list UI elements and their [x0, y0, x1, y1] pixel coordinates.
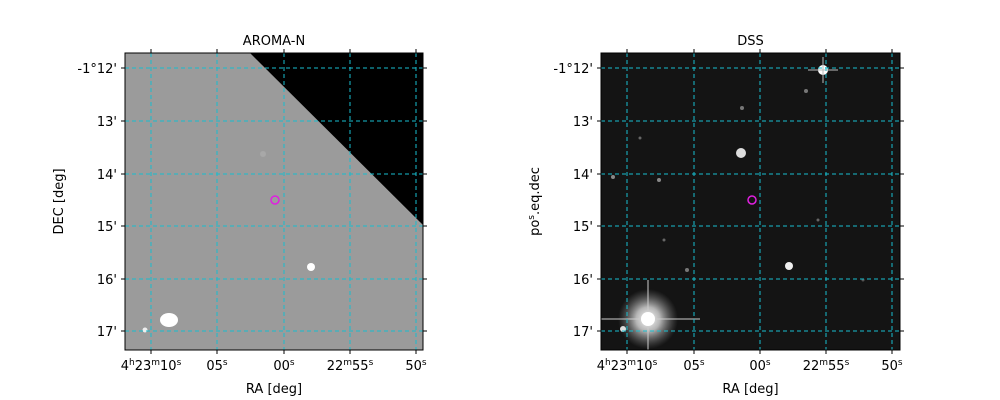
y-tick-label: 17'	[97, 325, 117, 340]
y-tick-label: 15'	[97, 220, 117, 235]
x-axis-label: RA [deg]	[722, 382, 778, 397]
target-marker	[747, 195, 757, 205]
y-tick-label: 15'	[573, 220, 593, 235]
y-tick-label: 14'	[97, 168, 117, 183]
x-axis-label: RA [deg]	[246, 382, 302, 397]
x-tick-label: 00s	[749, 358, 771, 374]
panel-title: DSS	[737, 34, 764, 49]
x-tick-label: 50s	[881, 358, 903, 374]
target-marker	[270, 195, 280, 205]
x-tick-label: 4h23m10s	[121, 358, 182, 374]
y-tick-label: 13'	[97, 115, 117, 130]
axes-frame	[600, 52, 901, 351]
x-tick-label: 22m55s	[803, 358, 850, 374]
x-tick-label: 05s	[683, 358, 705, 374]
y-tick-label: -1°12'	[553, 62, 593, 77]
panel-title: AROMA-N	[243, 34, 305, 49]
y-tick-label: 16'	[573, 273, 593, 288]
sky-image	[601, 53, 900, 350]
axes-frame	[124, 52, 424, 351]
x-tick-label: 4h23m10s	[597, 358, 658, 374]
y-tick-label: 17'	[573, 325, 593, 340]
x-tick-label: 00s	[273, 358, 295, 374]
x-tick-label: 22m55s	[327, 358, 374, 374]
y-tick-label: -1°12'	[77, 62, 117, 77]
x-tick-label: 05s	[206, 358, 228, 374]
sky-image	[125, 53, 423, 350]
y-axis-label: DEC [deg]	[52, 168, 67, 234]
y-tick-label: 13'	[573, 115, 593, 130]
y-tick-label: 16'	[97, 273, 117, 288]
y-tick-label: 14'	[573, 168, 593, 183]
x-tick-label: 50s	[405, 358, 427, 374]
y-axis-label: pos.eq.dec	[527, 167, 543, 236]
